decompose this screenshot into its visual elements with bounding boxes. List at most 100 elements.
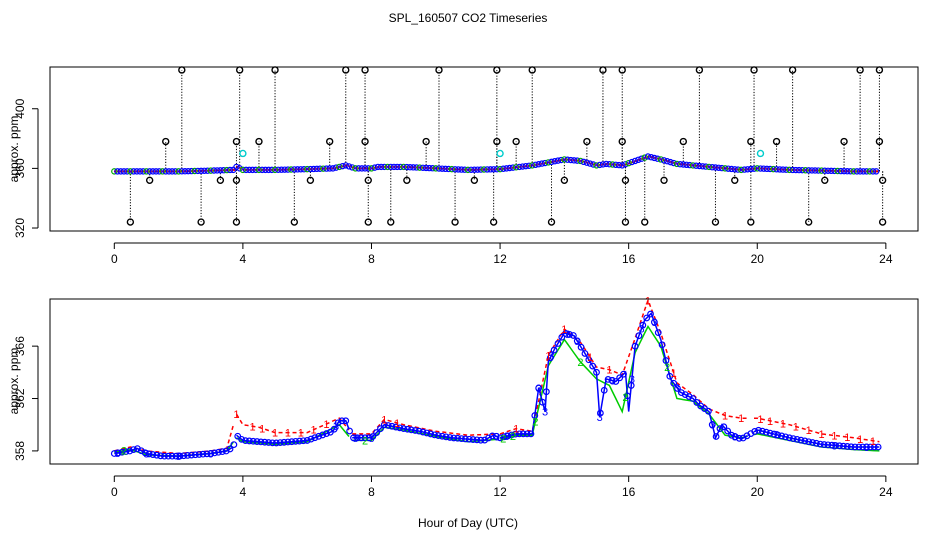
- series-3-marker: [647, 310, 654, 318]
- x-tick-label: 24: [879, 485, 893, 499]
- baseline-point: [500, 165, 507, 172]
- baseline-point: [664, 158, 671, 165]
- series-3-marker: [863, 443, 870, 451]
- series-3-marker: [832, 442, 840, 449]
- series-1-label: 1: [780, 418, 786, 430]
- outlier-point: [403, 176, 411, 185]
- series-2-label: 2: [362, 435, 368, 447]
- baseline-point: [644, 153, 652, 160]
- series-3-marker: [824, 441, 832, 449]
- outlier-point: [290, 218, 299, 226]
- baseline-point: [737, 166, 745, 174]
- series-3-label: 3: [864, 442, 870, 454]
- outlier-point: [422, 137, 430, 146]
- series-3-marker: [770, 430, 778, 438]
- outlier-point: [660, 176, 668, 185]
- x-tick-label: 16: [622, 485, 636, 499]
- series-3-marker: [427, 430, 435, 438]
- baseline-point: [529, 162, 536, 169]
- series-3-marker: [461, 435, 469, 443]
- series-1-label: 1: [561, 324, 567, 336]
- outlier-point: [364, 176, 372, 185]
- series-3-marker: [728, 431, 735, 439]
- baseline-point: [307, 165, 314, 173]
- baseline-point: [831, 167, 838, 175]
- series-3-marker: [735, 434, 743, 442]
- baseline-point: [647, 153, 655, 161]
- series-3-label: 3: [536, 383, 542, 395]
- baseline-point: [278, 166, 285, 173]
- series-3-marker: [577, 343, 585, 351]
- baseline-point: [561, 156, 568, 163]
- baseline-point: [667, 158, 674, 166]
- baseline-point: [532, 161, 539, 169]
- baseline-point: [847, 168, 854, 175]
- series-3-marker: [265, 439, 273, 446]
- series-1-label: 1: [671, 368, 677, 380]
- baseline-point: [590, 161, 597, 168]
- baseline-point: [162, 168, 169, 175]
- y-tick-label: 400: [13, 98, 27, 118]
- baseline-point: [239, 166, 247, 174]
- baseline-point: [856, 168, 864, 175]
- baseline-point: [130, 168, 137, 175]
- baseline-point: [320, 165, 327, 172]
- series-line-1: [235, 413, 350, 434]
- series-3-marker: [176, 452, 184, 460]
- series-3-marker: [415, 427, 423, 435]
- series-3-marker: [284, 438, 292, 446]
- y-tick-label: 358: [13, 441, 27, 461]
- baseline-point: [185, 167, 192, 175]
- baseline-point: [789, 166, 796, 174]
- baseline-point: [638, 155, 645, 162]
- baseline-point: [673, 160, 681, 168]
- baseline-point: [358, 165, 366, 172]
- series-3-marker: [400, 425, 408, 433]
- baseline-point: [117, 168, 124, 175]
- series-3-label: 3: [565, 329, 571, 341]
- series-3-marker: [253, 438, 261, 445]
- series-3-marker: [542, 388, 550, 396]
- y-tick-label: 360: [13, 158, 27, 178]
- series-3-marker: [180, 452, 188, 460]
- series-3-marker: [681, 391, 689, 398]
- series-3-marker: [238, 435, 246, 443]
- baseline-point: [570, 157, 578, 164]
- series-1-label: 1: [738, 413, 744, 425]
- series-3-marker: [373, 429, 381, 436]
- baseline-point: [583, 159, 591, 166]
- series-3-marker: [596, 409, 604, 417]
- baseline-point: [178, 168, 186, 175]
- series-1-label: 1: [311, 425, 317, 437]
- series-3-marker: [581, 350, 589, 357]
- baseline-point: [744, 166, 751, 173]
- baseline-point: [310, 165, 317, 173]
- baseline-point: [464, 166, 472, 174]
- baseline-point: [770, 165, 777, 173]
- series-3-marker: [261, 438, 269, 446]
- baseline-point: [458, 166, 465, 173]
- outlier-point: [618, 137, 626, 146]
- series-3-marker: [245, 437, 253, 445]
- series-3-marker: [307, 435, 315, 443]
- baseline-point: [728, 165, 735, 173]
- baseline-point: [165, 168, 173, 175]
- baseline-point: [683, 161, 690, 169]
- baseline-point: [779, 166, 787, 173]
- baseline-point: [837, 167, 845, 175]
- baseline-point: [741, 166, 748, 173]
- series-3-marker: [504, 432, 512, 440]
- series-3-label: 3: [709, 420, 715, 432]
- baseline-point: [660, 157, 668, 164]
- series-3-marker: [419, 428, 427, 436]
- baseline-point: [702, 163, 710, 170]
- series-3-marker: [639, 321, 647, 329]
- baseline-point: [168, 168, 176, 175]
- baseline-point: [355, 165, 362, 172]
- series-3-marker: [218, 448, 226, 456]
- series-3-marker: [712, 433, 720, 440]
- baseline-point: [217, 167, 224, 174]
- series-3-marker: [558, 333, 566, 341]
- baseline-point: [844, 168, 851, 175]
- baseline-point: [715, 164, 722, 171]
